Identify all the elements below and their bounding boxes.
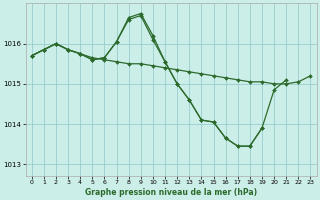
X-axis label: Graphe pression niveau de la mer (hPa): Graphe pression niveau de la mer (hPa) bbox=[85, 188, 257, 197]
